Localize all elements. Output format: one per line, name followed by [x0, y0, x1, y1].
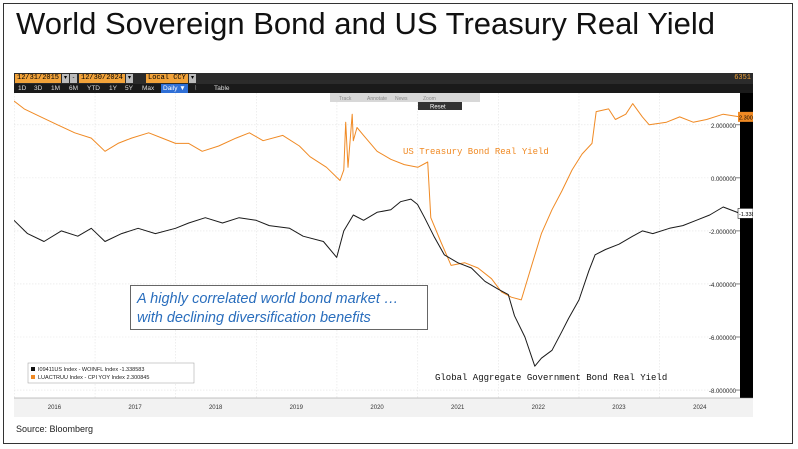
- chart-type-icon[interactable]: ⌇: [194, 85, 198, 92]
- reset-button: [418, 102, 462, 110]
- last-value-label: 2.300845: [739, 115, 753, 121]
- series-line-us-treasury: [13, 100, 741, 301]
- legend-entry: I09411US Index - WOINFL Index -1.338583: [38, 367, 144, 373]
- tool-button-zoom: Zoom: [423, 96, 436, 102]
- x-tick-label: 2016: [48, 405, 62, 411]
- x-tick-label: 2023: [612, 405, 626, 411]
- y-tick-label: 2.000000: [711, 124, 737, 130]
- x-tick-label: 2017: [128, 405, 142, 411]
- y-tick-label: -8.000000: [709, 389, 737, 395]
- plot-area: Track Annotate News Zoom Reset 2.000000 0.000…: [13, 93, 764, 417]
- period-3d[interactable]: 3D: [34, 85, 43, 92]
- last-value-label: -1.338583: [739, 212, 753, 218]
- grid-lines: [13, 93, 740, 398]
- tool-button-annotate: Annotate: [367, 96, 387, 102]
- period-max[interactable]: Max: [142, 85, 155, 92]
- x-tick-label: 2019: [290, 405, 304, 411]
- x-tick-label: 2018: [209, 405, 223, 411]
- label-layer: 2.000000 0.000000 -2.000000 -4.000000 -6.000…: [27, 111, 764, 411]
- y-tick-label: -2.000000: [709, 230, 737, 236]
- date-toolbar: 12/31/2015 ▾ - 12/30/2024 ▾ Local CCY ▾ …: [14, 73, 753, 84]
- callout-line-2: with declining diversification benefits: [137, 310, 371, 326]
- y-tick-label: 0.000000: [711, 177, 737, 183]
- period-1y[interactable]: 1Y: [109, 85, 117, 92]
- callout-box: A highly correlated world bond market … …: [130, 285, 428, 330]
- x-tick-label: 2021: [451, 405, 465, 411]
- frequency-dropdown-icon: ▼: [179, 85, 186, 92]
- range-dash-icon: -: [70, 74, 77, 83]
- x-tick-label: 2020: [370, 405, 384, 411]
- legend-swatch: [31, 375, 35, 379]
- legend-entry: LUACTRUU Index - CPI YOY Index 2.300845: [38, 375, 149, 381]
- source-note: Source: Bloomberg: [16, 424, 94, 434]
- annotation-global-aggregate: Global Aggregate Government Bond Real Yi…: [435, 373, 667, 383]
- period-6m[interactable]: 6M: [69, 85, 79, 92]
- x-tick-label: 2022: [532, 405, 546, 411]
- start-date-field[interactable]: 12/31/2015: [15, 74, 62, 83]
- chart-tools-bar: [330, 93, 480, 102]
- period-1d[interactable]: 1D: [18, 85, 27, 92]
- table-button[interactable]: Table: [214, 85, 230, 92]
- currency-select[interactable]: Local CCY: [146, 74, 188, 83]
- slide-frame: [3, 3, 793, 444]
- frequency-label: Daily: [163, 85, 178, 92]
- last-value-box: [738, 111, 753, 122]
- reset-label: Reset: [430, 105, 446, 111]
- period-5y[interactable]: 5Y: [125, 85, 133, 92]
- start-date-dropdown-icon[interactable]: ▾: [62, 74, 69, 83]
- end-date-dropdown-icon[interactable]: ▾: [126, 74, 133, 83]
- period-ytd[interactable]: YTD: [87, 85, 100, 92]
- y-tick-label: -6.000000: [709, 336, 737, 342]
- y-tick-label: -4.000000: [709, 283, 737, 289]
- annotation-us-treasury: US Treasury Bond Real Yield: [403, 147, 549, 157]
- legend-box: [27, 362, 195, 384]
- period-1m[interactable]: 1M: [51, 85, 61, 92]
- slide-title: World Sovereign Bond and US Treasury Rea…: [16, 6, 716, 41]
- legend: I09411US Index - WOINFL Index -1.338583 L…: [27, 362, 195, 384]
- series-layer: [13, 100, 741, 367]
- right-axis-strip: [740, 93, 753, 417]
- bloomberg-chart-panel: 12/31/2015 ▾ - 12/30/2024 ▾ Local CCY ▾ …: [13, 73, 764, 417]
- period-toolbar: 1D 3D 1M 6M YTD 1Y 5Y Max Daily ▼ ⌇ Tabl…: [14, 84, 753, 93]
- tool-button-track: Track: [339, 96, 352, 102]
- currency-dropdown-icon[interactable]: ▾: [189, 74, 196, 83]
- series-line-global-aggregate: [13, 198, 741, 367]
- end-date-field[interactable]: 12/30/2024: [79, 74, 126, 83]
- tool-button-news: News: [395, 96, 408, 102]
- x-axis-strip: [14, 398, 753, 417]
- legend-swatch: [31, 367, 35, 371]
- x-tick-label: 2024: [693, 405, 707, 411]
- corner-tag: 6351: [734, 74, 751, 82]
- axes-background: Track Annotate News Zoom Reset: [14, 93, 753, 417]
- frequency-select[interactable]: Daily ▼: [161, 84, 188, 93]
- line-chart: Track Annotate News Zoom Reset 2.000000 0.000…: [13, 93, 764, 417]
- callout-line-1: A highly correlated world bond market …: [137, 291, 399, 307]
